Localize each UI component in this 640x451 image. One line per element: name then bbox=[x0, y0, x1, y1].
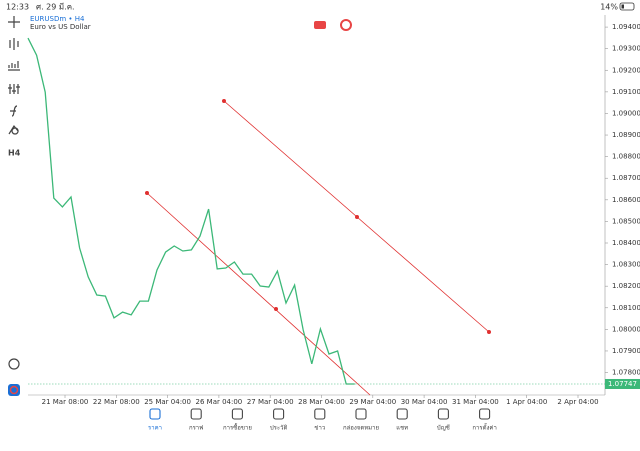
tab-icon[interactable] bbox=[479, 408, 491, 420]
y-tick-label: 1.08900 bbox=[612, 131, 640, 139]
trade-icon bbox=[9, 385, 19, 395]
tab-label[interactable]: การตั้งค่า bbox=[472, 422, 496, 432]
x-tick-label: 2 Apr 04:00 bbox=[557, 398, 598, 406]
y-tick-label: 1.09200 bbox=[612, 66, 640, 74]
trend-handle[interactable] bbox=[273, 306, 278, 311]
tab-label[interactable]: กล่องจดหมาย bbox=[343, 425, 379, 432]
tab-icon[interactable] bbox=[437, 408, 449, 420]
buy-button[interactable] bbox=[340, 19, 352, 31]
x-tick-label: 29 Mar 04:00 bbox=[349, 398, 396, 406]
indicator-tool[interactable] bbox=[8, 61, 20, 71]
x-tick-label: 27 Mar 04:00 bbox=[247, 398, 294, 406]
x-tick-label: 30 Mar 04:00 bbox=[401, 398, 448, 406]
x-tick-label: 31 Mar 04:00 bbox=[452, 398, 499, 406]
y-tick-label: 1.08800 bbox=[612, 153, 640, 161]
y-tick-label: 1.08600 bbox=[612, 196, 640, 204]
tab-label[interactable]: การซื้อขาย bbox=[223, 422, 252, 432]
current-price-box bbox=[605, 378, 640, 389]
battery-level bbox=[621, 4, 624, 9]
symbol[interactable]: EURUSDm • H4 bbox=[30, 15, 85, 23]
battery-icon bbox=[619, 2, 635, 11]
trend-handle[interactable] bbox=[354, 214, 359, 219]
x-tick-label: 22 Mar 08:00 bbox=[93, 398, 140, 406]
y-tick-label: 1.09100 bbox=[612, 88, 640, 96]
trend-lines bbox=[144, 99, 491, 396]
x-tick-label: 28 Mar 04:00 bbox=[298, 398, 345, 406]
trend-handle[interactable] bbox=[144, 190, 149, 195]
toolbar bbox=[8, 16, 20, 370]
y-tick-label: 1.09300 bbox=[612, 45, 640, 53]
symbol-description: Euro vs US Dollar bbox=[30, 23, 91, 31]
crosshair-tool[interactable] bbox=[8, 16, 20, 28]
tab-label[interactable]: กราฟ bbox=[189, 425, 203, 432]
y-tick-label: 1.08200 bbox=[612, 282, 640, 290]
status-battery: 14% bbox=[600, 3, 618, 12]
current-price-label: 1.07747 bbox=[608, 380, 637, 388]
timeframe-button[interactable]: H4 bbox=[8, 149, 21, 158]
function-tool[interactable] bbox=[10, 105, 18, 117]
trend-line[interactable] bbox=[146, 192, 371, 396]
tab-icon[interactable] bbox=[355, 408, 367, 420]
tab-icon[interactable] bbox=[396, 408, 408, 420]
status-date: ศ. 29 มี.ค. bbox=[36, 3, 75, 12]
tab-label[interactable]: ข่าว bbox=[314, 425, 325, 432]
chart-type-tool[interactable] bbox=[9, 38, 19, 50]
y-tick-label: 1.07800 bbox=[612, 369, 640, 377]
x-tick-label: 1 Apr 04:00 bbox=[506, 398, 547, 406]
tab-icon[interactable] bbox=[314, 408, 326, 420]
y-tick-label: 1.08400 bbox=[612, 239, 640, 247]
price-line bbox=[27, 37, 355, 385]
x-tick-label: 26 Mar 04:00 bbox=[196, 398, 243, 406]
tab-label[interactable]: ประวัติ bbox=[270, 425, 288, 432]
objects-tool[interactable] bbox=[8, 124, 19, 135]
settings-tool[interactable] bbox=[8, 84, 20, 94]
status-time: 12:33 bbox=[6, 3, 29, 12]
tab-label[interactable]: บัญชี bbox=[437, 424, 450, 432]
trend-handle[interactable] bbox=[221, 99, 226, 104]
x-tick-label: 25 Mar 04:00 bbox=[144, 398, 191, 406]
tab-icon[interactable] bbox=[149, 408, 161, 420]
tab-label[interactable]: ราคา bbox=[148, 425, 162, 432]
x-tick-label: 21 Mar 08:00 bbox=[42, 398, 89, 406]
tab-icon[interactable] bbox=[190, 408, 202, 420]
trend-handle[interactable] bbox=[486, 329, 491, 334]
y-tick-label: 1.08000 bbox=[612, 325, 640, 333]
tab-icon[interactable] bbox=[231, 408, 243, 420]
y-tick-label: 1.09400 bbox=[612, 23, 640, 31]
tab-icon[interactable] bbox=[273, 408, 285, 420]
tab-label[interactable]: แชท bbox=[396, 425, 408, 432]
y-tick-label: 1.08100 bbox=[612, 304, 640, 312]
y-tick-label: 1.08500 bbox=[612, 217, 640, 225]
y-tick-label: 1.09000 bbox=[612, 109, 640, 117]
y-tick-label: 1.07900 bbox=[612, 347, 640, 355]
y-tick-label: 1.08300 bbox=[612, 261, 640, 269]
sell-button[interactable] bbox=[314, 21, 326, 29]
y-tick-label: 1.08700 bbox=[612, 174, 640, 182]
search-tool[interactable] bbox=[8, 358, 20, 370]
